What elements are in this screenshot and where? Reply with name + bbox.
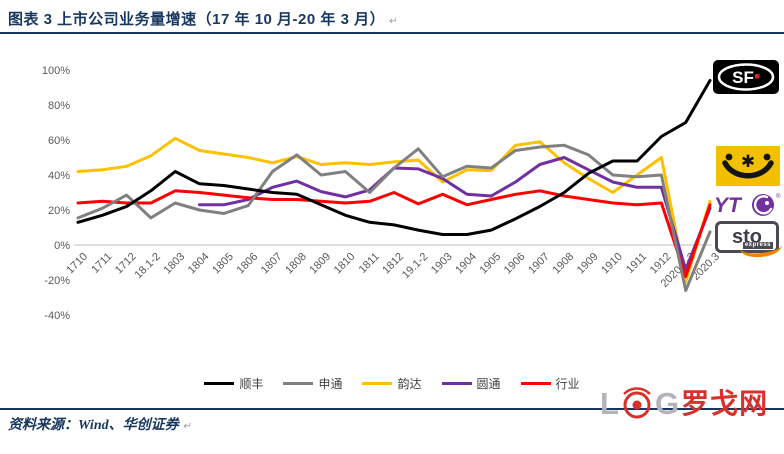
x-axis-tick-label: 1909 xyxy=(575,251,601,277)
x-axis-tick-label: 1807 xyxy=(259,251,285,277)
sto-logo: sto express xyxy=(715,221,783,260)
growth-line-chart: 100% 80% 60% 40% 20% 0% -20% -40% 1710 1711 1712 18… xyxy=(0,40,784,340)
x-axis-tick-label: 1810 xyxy=(332,251,358,277)
paragraph-return-mark: ↵ xyxy=(389,16,398,27)
footer-divider-line xyxy=(0,408,784,410)
legend-swatch xyxy=(441,381,472,385)
series-line-申通 xyxy=(76,143,712,292)
x-axis-tick-label: 19.1-2 xyxy=(400,251,431,282)
x-axis-tick-label: 1710 xyxy=(64,251,90,277)
y-axis-tick-label: 40% xyxy=(48,170,70,182)
legend-swatch xyxy=(520,381,551,385)
x-axis-tick-label: 1806 xyxy=(235,251,261,277)
legend-label: 圆通 xyxy=(476,376,501,391)
x-axis-tick-label: 1905 xyxy=(478,251,504,277)
x-axis-tick-label: 1803 xyxy=(162,251,188,277)
yunda-asterisk-icon: ✱ xyxy=(741,152,755,172)
logclub-letter-g: G xyxy=(654,386,680,421)
legend-swatch xyxy=(283,381,314,385)
chart-canvas: 100%80%60%40%20%0%-20%-40%1710 1711171218… xyxy=(42,65,722,322)
logclub-logo: L G 罗戈网 xyxy=(600,384,768,424)
yto-logo: YT ® xyxy=(714,191,782,223)
y-axis-tick-label: 20% xyxy=(48,205,70,217)
yunda-logo: ✱ xyxy=(716,146,780,191)
legend-item-圆通: 圆通 xyxy=(441,375,501,392)
x-axis-tick-label: 1907 xyxy=(526,251,552,277)
yunda-logo-graphic: ✱ xyxy=(716,146,780,186)
legend-item-行业: 行业 xyxy=(520,375,580,392)
logclub-target-icon xyxy=(623,387,651,419)
legend-label: 申通 xyxy=(318,376,343,391)
legend-swatch xyxy=(362,381,393,385)
sf-logo-graphic: SF xyxy=(713,60,779,94)
x-axis-tick-label: 1906 xyxy=(502,251,528,277)
yto-logo-graphic: YT ® xyxy=(714,193,781,217)
x-axis-tick-label: 1809 xyxy=(307,251,333,277)
y-axis-tick-label: -20% xyxy=(44,275,70,287)
sf-logo-text: SF xyxy=(732,68,754,87)
x-axis-tick-label: 1908 xyxy=(551,251,577,277)
series-line-行业 xyxy=(76,189,712,278)
figure-title-text: 图表 3 上市公司业务量增速（17 年 10 月-20 年 3 月） xyxy=(8,11,386,28)
x-axis-tick-label: 1811 xyxy=(357,251,382,276)
x-axis-tick-label: 1910 xyxy=(599,251,625,277)
x-axis-tick-label: 1911 xyxy=(624,251,649,276)
series-line-顺丰 xyxy=(76,79,712,236)
legend: 顺丰 申通 韵达 圆通 行业 xyxy=(0,374,784,392)
logclub-cn-text: 罗戈网 xyxy=(681,388,769,419)
title-divider-line xyxy=(0,32,784,34)
source-note-text: 资料来源：Wind、华创证券 xyxy=(8,418,179,433)
legend-label: 顺丰 xyxy=(239,376,264,391)
logclub-letter-l: L xyxy=(600,386,619,421)
y-axis-tick-label: 80% xyxy=(48,100,70,112)
legend-item-申通: 申通 xyxy=(283,375,342,392)
y-axis-tick-label: 60% xyxy=(48,135,70,147)
y-axis-tick-label: -40% xyxy=(44,310,70,322)
x-axis-tick-label: 1711 xyxy=(89,251,114,276)
figure-title: 图表 3 上市公司业务量增速（17 年 10 月-20 年 3 月） ↵ xyxy=(8,8,748,29)
yto-logo-text: YT xyxy=(714,194,743,217)
y-axis-tick-label: 100% xyxy=(42,65,70,77)
x-axis-tick-label: 18.1-2 xyxy=(132,251,163,282)
series-line-圆通 xyxy=(198,156,712,271)
yto-registered-mark: ® xyxy=(776,193,781,200)
legend-label: 韵达 xyxy=(397,376,422,391)
source-note: 资料来源：Wind、华创证券 ↵ xyxy=(8,414,191,434)
x-axis-tick-label: 1808 xyxy=(283,251,309,277)
legend-label: 行业 xyxy=(555,376,580,391)
sf-express-logo: SF xyxy=(713,60,779,99)
legend-swatch xyxy=(204,381,235,385)
y-axis-tick-label: 0% xyxy=(54,240,70,252)
legend-item-韵达: 韵达 xyxy=(362,375,422,392)
x-axis-tick-label: 1904 xyxy=(453,251,479,277)
x-axis-tick-label: 1903 xyxy=(429,251,455,277)
x-axis-tick-label: 1805 xyxy=(210,251,236,277)
source-return-mark: ↵ xyxy=(182,421,191,432)
x-axis-tick-label: 1804 xyxy=(186,251,212,277)
legend-item-顺丰: 顺丰 xyxy=(204,375,263,392)
sto-express-label: express xyxy=(742,242,773,249)
series-line-韵达 xyxy=(76,136,712,284)
